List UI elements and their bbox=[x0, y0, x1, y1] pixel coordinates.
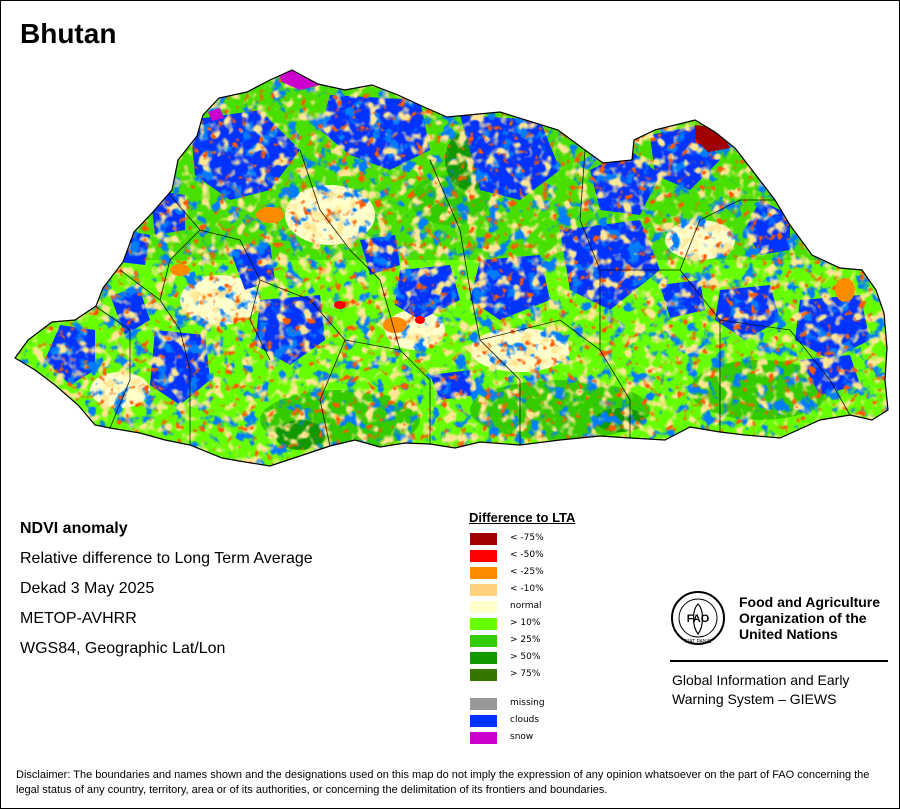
legend-label: missing bbox=[510, 698, 545, 708]
fao-name-line: Organization of the bbox=[739, 610, 867, 626]
fao-logo: FAO FIAT PANIS bbox=[671, 591, 725, 645]
district-boundaries bbox=[94, 149, 851, 447]
info-line: Dekad 3 May 2025 bbox=[20, 580, 155, 597]
giews-name: Global Information and Early Warning Sys… bbox=[672, 671, 888, 709]
legend-item: < -10% bbox=[469, 582, 575, 599]
giews-line: Warning System – GIEWS bbox=[672, 691, 837, 707]
legend-label: clouds bbox=[510, 715, 540, 725]
legend-swatch bbox=[470, 635, 497, 647]
legend-swatch bbox=[470, 601, 497, 613]
legend-item: > 10% bbox=[469, 616, 575, 633]
legend-swatch bbox=[470, 618, 497, 630]
legend-swatch bbox=[470, 715, 497, 727]
fao-logo-text: FAO bbox=[687, 613, 710, 625]
info-line: METOP-AVHRR bbox=[20, 610, 137, 627]
legend-item: < -25% bbox=[469, 565, 575, 582]
legend-label: normal bbox=[510, 601, 542, 611]
legend-label: < -50% bbox=[510, 550, 544, 560]
ndvi-anomaly-map bbox=[14, 69, 889, 467]
map-title: Bhutan bbox=[20, 18, 117, 49]
legend-item: missing bbox=[469, 696, 575, 713]
legend-label: > 10% bbox=[510, 618, 541, 628]
info-line: Relative difference to Long Term Average bbox=[20, 550, 313, 567]
legend-swatch bbox=[470, 669, 497, 681]
info-heading: NDVI anomaly bbox=[20, 520, 128, 537]
legend-label: > 75% bbox=[510, 669, 541, 679]
legend-label: snow bbox=[510, 732, 534, 742]
legend-label: > 25% bbox=[510, 635, 541, 645]
legend-label: < -75% bbox=[510, 533, 544, 543]
disclaimer: Disclaimer: The boundaries and names sho… bbox=[16, 769, 870, 796]
ndvi-raster bbox=[15, 70, 888, 466]
legend-item: > 75% bbox=[469, 667, 575, 684]
fao-name-line: Food and Agriculture bbox=[739, 594, 881, 610]
fao-logo-motto: FIAT PANIS bbox=[685, 639, 712, 645]
legend-item: < -75% bbox=[469, 531, 575, 548]
legend-swatch bbox=[470, 550, 497, 562]
legend-label: > 50% bbox=[510, 652, 541, 662]
legend-label: < -25% bbox=[510, 567, 544, 577]
legend-swatch bbox=[470, 652, 497, 664]
legend-item: > 25% bbox=[469, 633, 575, 650]
legend-title: Difference to LTA bbox=[469, 510, 576, 525]
legend-item: snow bbox=[469, 730, 575, 747]
legend-label: < -10% bbox=[510, 584, 544, 594]
info-line: WGS84, Geographic Lat/Lon bbox=[20, 640, 226, 657]
legend-swatch bbox=[470, 698, 497, 710]
fao-name-line: United Nations bbox=[739, 626, 838, 642]
legend-swatch bbox=[470, 732, 497, 744]
legend-item: < -50% bbox=[469, 548, 575, 565]
fao-name: Food and Agriculture Organization of the… bbox=[739, 594, 889, 642]
legend-swatch bbox=[470, 533, 497, 545]
legend: Difference to LTA < -75% < -50% < -25% < -1… bbox=[469, 510, 575, 747]
divider bbox=[670, 660, 888, 662]
legend-item: clouds bbox=[469, 713, 575, 730]
legend-swatch bbox=[470, 584, 497, 596]
legend-swatch bbox=[470, 567, 497, 579]
legend-item: > 50% bbox=[469, 650, 575, 667]
legend-item: normal bbox=[469, 599, 575, 616]
giews-line: Global Information and Early bbox=[672, 672, 850, 688]
map-info: NDVI anomaly Relative difference to Long… bbox=[20, 514, 313, 664]
